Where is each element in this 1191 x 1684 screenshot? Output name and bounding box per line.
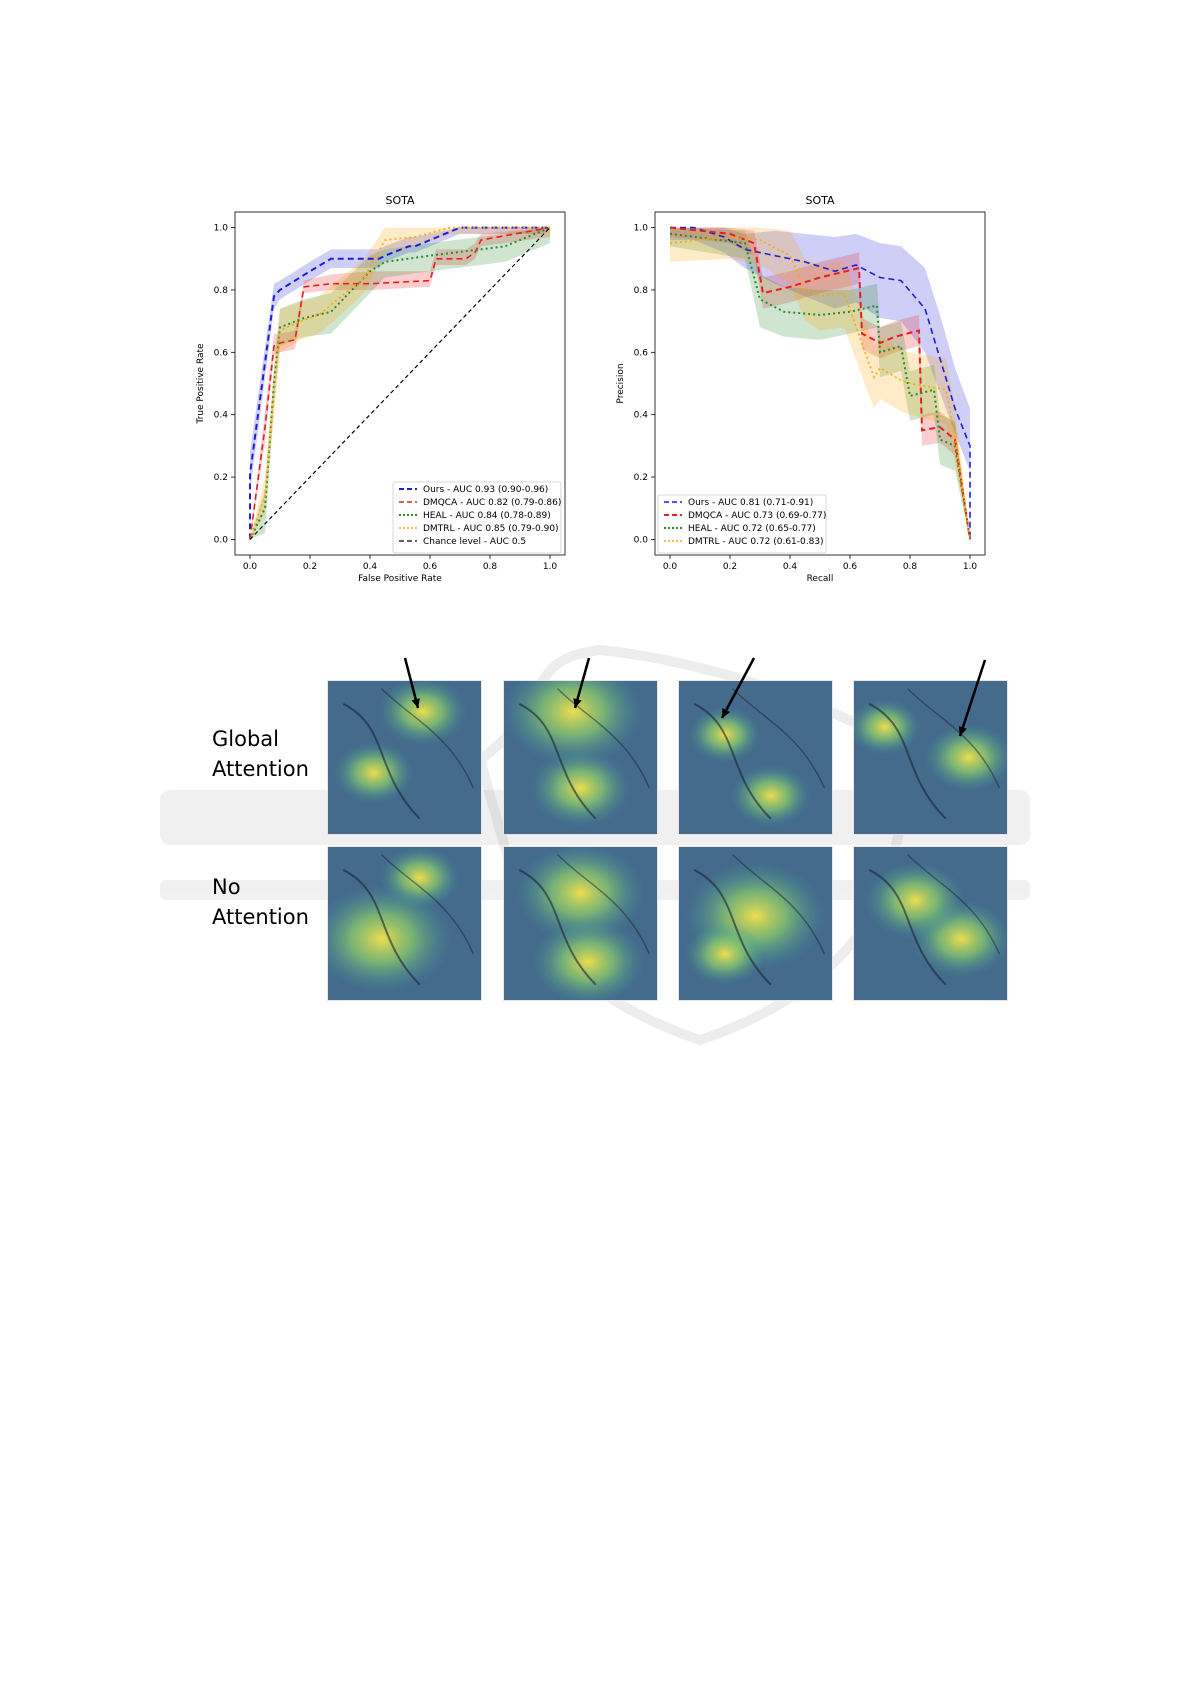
legend-entry: HEAL - AUC 0.72 (0.65-0.77) xyxy=(688,524,816,534)
attention-hotspot xyxy=(334,742,414,804)
y-tick-label: 0.8 xyxy=(634,286,649,296)
x-tick-label: 0.4 xyxy=(363,562,378,572)
legend-entry: DMTRL - AUC 0.85 (0.79-0.90) xyxy=(423,524,559,534)
series-line-ours xyxy=(249,226,550,540)
x-tick-label: 0.8 xyxy=(483,562,498,572)
legend-entry: DMQCA - AUC 0.82 (0.79-0.86) xyxy=(423,498,561,508)
attention-hotspot xyxy=(854,699,921,755)
vessel-shape xyxy=(518,869,597,986)
confidence-band-dmqca xyxy=(670,227,970,540)
y-tick-label: 0.0 xyxy=(214,535,229,545)
y-tick-label: 1.0 xyxy=(214,224,229,234)
attention-hotspot xyxy=(925,723,1007,792)
roc-chart: SOTA 0.0 0.2 0.4 0.6 0.8 1.0 0.0 0.2 0.4 0.6 0.8 1.0… xyxy=(196,194,566,584)
series-line-dmtrl xyxy=(249,226,550,540)
y-tick-label: 0.6 xyxy=(634,348,649,358)
x-tick-label: 0.0 xyxy=(243,562,258,572)
legend-entry: DMTRL - AUC 0.72 (0.61-0.83) xyxy=(688,537,824,547)
y-axis-label: True Positive Rate xyxy=(196,343,206,425)
series-line-dmtrl xyxy=(669,236,971,540)
y-tick-label: 0.0 xyxy=(634,535,649,545)
y-axis-label: Precision xyxy=(616,363,626,403)
attention-hotspot xyxy=(685,923,765,985)
attention-heatmap-tile xyxy=(503,680,658,835)
row-label-global-line2: Attention xyxy=(212,757,309,781)
vessel-shape xyxy=(693,869,772,986)
y-tick-label: 0.2 xyxy=(214,473,228,483)
attention-hotspot xyxy=(504,681,643,766)
vessel-shape xyxy=(342,869,421,986)
chart-legend: Ours - AUC 0.93 (0.90-0.96) DMQCA - AUC 0… xyxy=(392,481,562,554)
row-label-no-attention: No Attention xyxy=(212,872,309,932)
legend-box xyxy=(657,494,827,554)
y-tick-label: 0.8 xyxy=(214,286,229,296)
attention-hotspot xyxy=(379,681,467,746)
attention-hotspot xyxy=(516,847,645,942)
legend-entry: Ours - AUC 0.81 (0.71-0.91) xyxy=(688,498,813,508)
row-label-no-line2: Attention xyxy=(212,905,309,929)
attention-heatmap-tile xyxy=(327,680,482,835)
chart-title: SOTA xyxy=(805,194,835,207)
row-label-global-attention: Global Attention xyxy=(212,724,309,784)
row-label-no-line1: No xyxy=(212,875,241,899)
y-tick-label: 0.2 xyxy=(634,473,648,483)
vessel-shape xyxy=(868,869,947,986)
precision-recall-chart: SOTA 0.0 0.2 0.4 0.6 0.8 1.0 0.0 0.2 0.4 0.6 0.8 1.0… xyxy=(616,194,986,584)
x-tick-label: 0.8 xyxy=(903,562,918,572)
x-tick-label: 1.0 xyxy=(963,562,978,572)
legend-entry: DMQCA - AUC 0.73 (0.69-0.77) xyxy=(688,511,826,521)
series-line-chance xyxy=(249,227,551,540)
confidence-band-dmtrl xyxy=(250,227,550,540)
legend-entry: Chance level - AUC 0.5 xyxy=(423,537,526,547)
x-tick-label: 1.0 xyxy=(543,562,558,572)
attention-heatmap-tile xyxy=(678,846,833,1001)
row-label-global-line1: Global xyxy=(212,727,279,751)
attention-hotspot xyxy=(865,862,965,939)
confidence-band-ours xyxy=(670,227,970,540)
attention-heatmap-tile xyxy=(503,846,658,1001)
attention-hotspot xyxy=(530,749,631,827)
series-line-heal xyxy=(669,232,971,540)
vessel-shape xyxy=(518,703,597,820)
x-tick-label: 0.2 xyxy=(723,562,737,572)
legend-entry: Ours - AUC 0.93 (0.90-0.96) xyxy=(423,485,548,495)
attention-heatmap-tile xyxy=(678,680,833,835)
attention-hotspot xyxy=(731,765,811,827)
attention-heatmap-tile xyxy=(327,846,482,1001)
confidence-band-heal xyxy=(250,227,550,540)
y-tick-label: 0.4 xyxy=(214,411,229,421)
series-line-dmqca xyxy=(669,226,971,540)
x-axis-label: False Positive Rate xyxy=(358,574,442,584)
attention-heatmap-tile xyxy=(853,846,1008,1001)
y-tick-label: 0.4 xyxy=(634,411,649,421)
chart-title: SOTA xyxy=(385,194,415,207)
legend-entry: HEAL - AUC 0.84 (0.78-0.89) xyxy=(423,511,551,521)
x-tick-label: 0.6 xyxy=(423,562,438,572)
attention-heatmap-tile xyxy=(853,680,1008,835)
series-line-dmqca xyxy=(249,226,551,540)
x-tick-label: 0.4 xyxy=(783,562,798,572)
x-tick-label: 0.2 xyxy=(303,562,317,572)
y-tick-label: 1.0 xyxy=(634,224,649,234)
vessel-shape xyxy=(868,703,947,820)
legend-box xyxy=(392,481,562,554)
chart-legend: Ours - AUC 0.81 (0.71-0.91) DMQCA - AUC 0… xyxy=(657,494,827,554)
attention-hotspot xyxy=(532,918,644,1000)
x-tick-label: 0.0 xyxy=(663,562,678,572)
x-tick-label: 0.6 xyxy=(843,562,858,572)
vessel-shape xyxy=(342,703,421,820)
x-axis-label: Recall xyxy=(807,574,834,584)
vessel-shape xyxy=(693,703,772,820)
y-tick-label: 0.6 xyxy=(214,348,229,358)
